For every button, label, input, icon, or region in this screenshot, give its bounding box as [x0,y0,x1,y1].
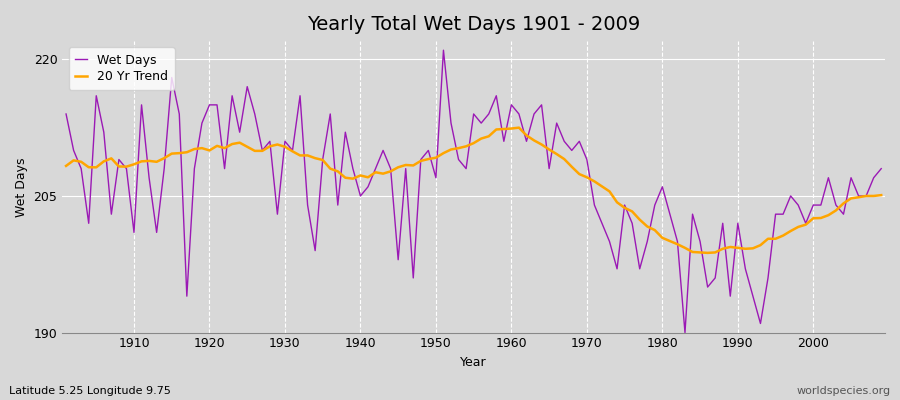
20 Yr Trend [702,250,713,255]
Wet Days [438,48,449,53]
Wet Days [514,112,525,116]
Y-axis label: Wet Days: Wet Days [15,157,28,216]
Legend: Wet Days, 20 Yr Trend: Wet Days, 20 Yr Trend [68,47,175,90]
20 Yr Trend [514,125,525,130]
Line: Wet Days: Wet Days [66,50,881,332]
20 Yr Trend [506,126,517,131]
20 Yr Trend [60,164,71,168]
X-axis label: Year: Year [460,356,487,369]
Text: worldspecies.org: worldspecies.org [796,386,891,396]
Wet Days [876,166,886,171]
Wet Days [121,166,131,171]
Wet Days [60,112,71,116]
Line: 20 Yr Trend: 20 Yr Trend [66,128,881,253]
20 Yr Trend [604,189,615,194]
20 Yr Trend [876,193,886,198]
20 Yr Trend [287,149,298,154]
20 Yr Trend [121,164,131,169]
20 Yr Trend [499,127,509,132]
20 Yr Trend [332,169,343,174]
Title: Yearly Total Wet Days 1901 - 2009: Yearly Total Wet Days 1901 - 2009 [307,15,640,34]
Wet Days [287,148,298,153]
Wet Days [604,239,615,244]
Wet Days [506,102,517,107]
Wet Days [332,203,343,208]
Wet Days [680,330,690,335]
Text: Latitude 5.25 Longitude 9.75: Latitude 5.25 Longitude 9.75 [9,386,171,396]
